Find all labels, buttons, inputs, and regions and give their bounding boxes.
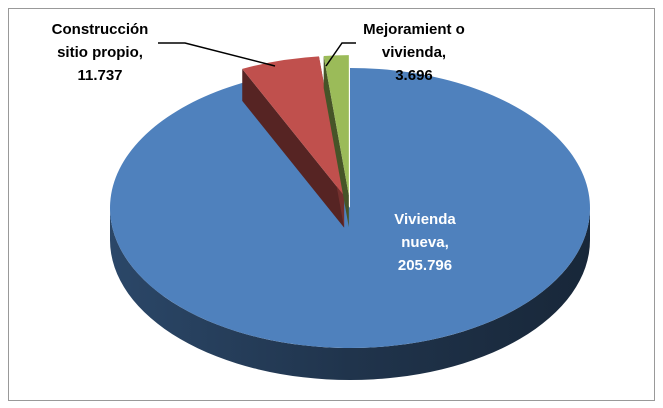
- slice: [242, 56, 345, 228]
- slice-side: [110, 208, 590, 380]
- data-label: Construcción sitio propio, 11.737: [40, 18, 160, 87]
- value-label: 205.796: [397, 257, 453, 274]
- value-label: 3.696: [395, 67, 433, 84]
- data-label: Mejoramient o vivienda, 3.696: [355, 18, 473, 87]
- slice-top: [110, 68, 591, 348]
- leader-line: [325, 42, 356, 67]
- slice-wall: [323, 55, 349, 228]
- slice: [323, 55, 349, 228]
- category-label: Mejoramient o vivienda: [363, 21, 465, 61]
- slice-top: [242, 56, 345, 196]
- separator: ,: [441, 44, 447, 61]
- category-label: Construcción sitio propio: [51, 21, 149, 61]
- category-label: Vivienda nueva: [394, 211, 456, 251]
- data-label: Vivienda nueva, 205.796: [375, 208, 475, 277]
- value-label: 11.737: [77, 67, 123, 84]
- slices: [110, 55, 591, 380]
- separator: ,: [138, 44, 143, 61]
- separator: ,: [444, 234, 449, 251]
- leader-line: [158, 42, 276, 67]
- slice-top: [323, 55, 349, 196]
- slice-wall: [242, 68, 345, 228]
- slice: [110, 68, 591, 380]
